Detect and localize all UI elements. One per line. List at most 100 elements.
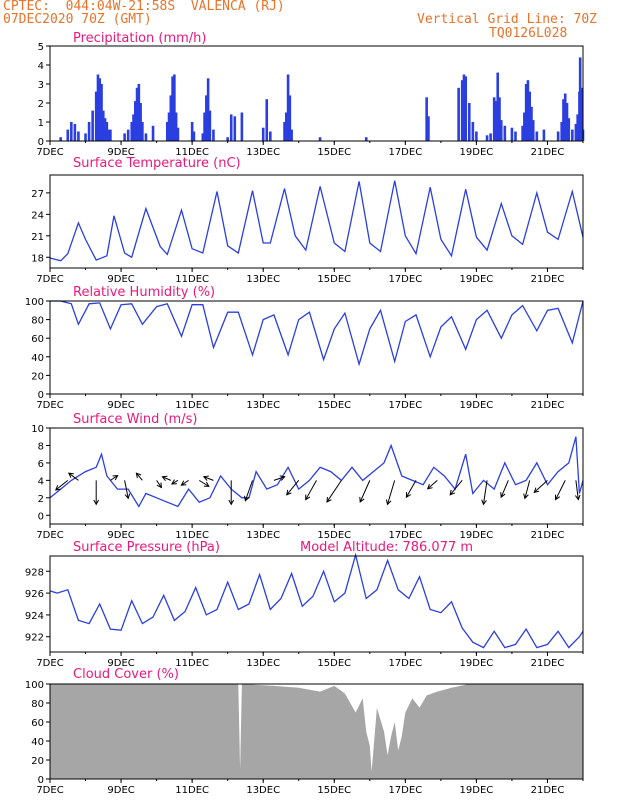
header-station: CPTEC: 044:04W-21:58S VALENCA (RJ) [3, 0, 285, 14]
wind-arrow [162, 476, 172, 481]
precip-bar [460, 80, 464, 141]
header-date: 07DEC2020 70Z (GMT) [3, 12, 152, 27]
x-tick-label: 7DEC [36, 785, 63, 796]
precip-bar [364, 137, 368, 141]
precip-bar [73, 123, 77, 141]
wind-arrow-head [533, 487, 540, 494]
precip-bar [173, 74, 176, 141]
wind-arrow [405, 480, 417, 498]
wind-arrow [359, 480, 371, 503]
series-line [49, 180, 584, 262]
wind-arrow-head [279, 475, 286, 481]
panel-title: Precipitation (mm/h) [73, 31, 206, 46]
x-tick-label: 17DEC [388, 147, 422, 158]
precip-bar [66, 129, 70, 141]
precip-bar [471, 122, 475, 141]
y-tick-label: 0 [38, 390, 44, 401]
y-tick-label: 6 [38, 459, 44, 470]
wind-arrow [156, 480, 162, 488]
wind-arrow-head [426, 483, 433, 490]
x-tick-label: 7DEC [36, 530, 63, 541]
x-tick-label: 17DEC [388, 274, 422, 285]
x-tick-label: 15DEC [317, 274, 351, 285]
precip-bar [102, 110, 105, 141]
header-model-id: TQ0126L028 [489, 26, 568, 41]
y-tick-label: 20 [31, 756, 44, 767]
precip-bar [283, 122, 286, 141]
y-tick-label: 0 [38, 511, 44, 522]
y-tick-label: 80 [31, 316, 44, 327]
series-line [49, 436, 584, 508]
precip-bar [467, 103, 471, 141]
precip-bar [514, 131, 517, 141]
x-tick-label: 7DEC [36, 658, 63, 669]
wind-arrow-head [481, 499, 487, 506]
precip-bar [203, 112, 206, 141]
wind-arrow-head [244, 495, 250, 502]
wind-arrow [500, 480, 509, 498]
x-tick-label: 7DEC [36, 274, 63, 285]
precip-bar [135, 87, 139, 141]
y-tick-label: 18 [31, 253, 44, 264]
wind-arrow-head [180, 480, 187, 486]
panel-title: Surface Pressure (hPa) [73, 540, 220, 555]
wind-arrow-head [500, 492, 506, 499]
panel-title: Surface Temperature (nC) [73, 156, 241, 171]
x-tick-label: 17DEC [388, 400, 422, 411]
wind-arrow-head [124, 493, 131, 500]
precip-bar [151, 125, 155, 141]
x-tick-label: 11DEC [175, 785, 209, 796]
wind-arrow [326, 480, 342, 503]
precip-bar [284, 112, 288, 141]
precip-bar [261, 127, 265, 141]
precip-bar [269, 131, 272, 141]
x-tick-label: 9DEC [107, 147, 134, 158]
wind-arrow [449, 480, 463, 496]
panel-frame [49, 174, 584, 269]
wind-arrow-head [554, 494, 561, 501]
precip-bar [59, 137, 62, 141]
x-tick-label: 15DEC [317, 658, 351, 669]
precip-bar [574, 123, 578, 141]
precip-bar [510, 127, 514, 141]
wind-arrow [136, 472, 143, 481]
x-tick-label: 13DEC [246, 658, 280, 669]
precip-bar [84, 133, 87, 141]
precip-bar [485, 135, 489, 141]
x-tick-label: 11DEC [175, 274, 209, 285]
precip-bar [542, 129, 546, 141]
precip-bar [70, 122, 73, 141]
precip-bar [528, 91, 531, 141]
precip-bar [475, 131, 478, 141]
precip-bar [562, 99, 565, 141]
wind-arrow [533, 479, 548, 493]
wind-arrow-head [67, 472, 74, 478]
x-tick-label: 11DEC [175, 530, 209, 541]
y-tick-label: 8 [38, 441, 44, 452]
precip-bar [169, 95, 173, 141]
precip-bar [462, 74, 466, 141]
wind-arrow [124, 480, 129, 499]
x-tick-label: 17DEC [388, 785, 422, 796]
wind-arrow [575, 480, 579, 500]
precip-bar [205, 95, 208, 141]
wind-arrow-head [359, 496, 365, 503]
series-line [50, 300, 584, 367]
precip-bar [571, 129, 574, 141]
precip-bar [171, 76, 174, 141]
precip-bar [212, 129, 215, 141]
x-tick-label: 17DEC [388, 530, 422, 541]
x-tick-label: 15DEC [317, 400, 351, 411]
x-tick-label: 9DEC [107, 785, 134, 796]
precip-bar [521, 125, 524, 141]
y-tick-label: 2 [38, 494, 44, 505]
y-tick-label: 3 [38, 80, 44, 91]
x-tick-label: 21DEC [531, 147, 565, 158]
x-tick-label: 21DEC [531, 658, 565, 669]
wind-arrow-head [54, 485, 61, 491]
precip-bar [233, 116, 237, 141]
wind-arrow-head [286, 489, 292, 496]
wind-arrow [386, 480, 396, 505]
y-tick-label: 928 [25, 567, 44, 578]
